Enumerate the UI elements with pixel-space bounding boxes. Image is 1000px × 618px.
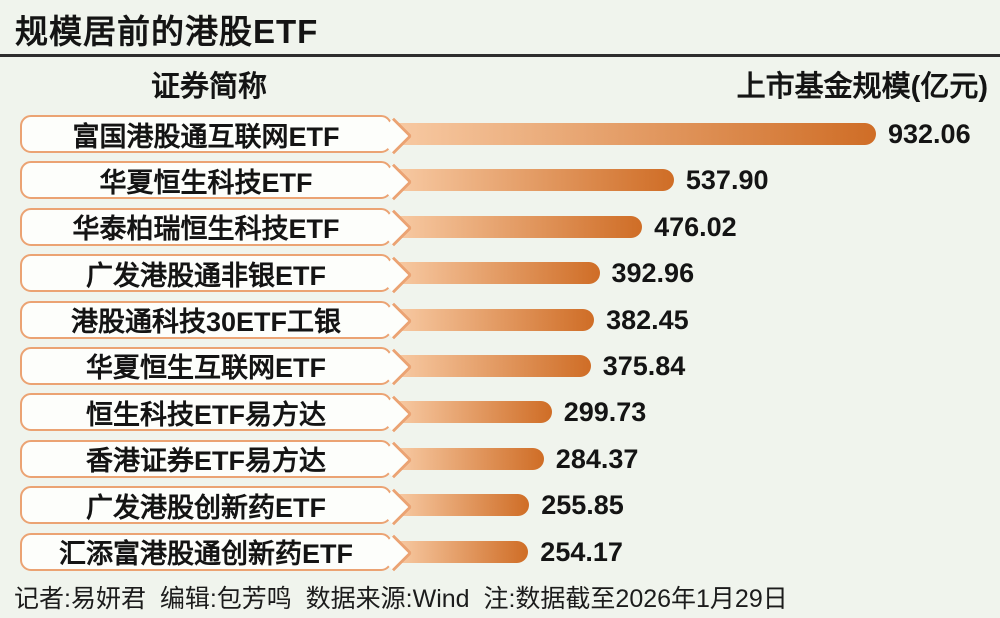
value-bar	[398, 262, 600, 285]
value-label: 537.90	[685, 165, 769, 196]
value-bar	[398, 215, 643, 238]
value-bar	[398, 308, 595, 331]
value-bar	[398, 123, 876, 145]
bar-chart: 富国港股通互联网ETF 932.06 华夏恒生科技ETF 537.90 华泰柏瑞恒生科技…	[0, 111, 1000, 575]
etf-name-box: 广发港股通非银ETF	[20, 254, 392, 293]
table-row: 华夏恒生科技ETF 537.90	[0, 157, 1000, 203]
table-row: 华夏恒生互联网ETF 375.84	[0, 343, 1000, 389]
etf-name-box: 广发港股创新药ETF	[20, 486, 392, 525]
etf-name-box: 香港证券ETF易方达	[20, 439, 392, 478]
value-label: 932.06	[888, 119, 971, 149]
value-label: 392.96	[611, 258, 695, 289]
value-label: 299.73	[563, 397, 647, 428]
value-bar	[398, 401, 552, 424]
table-row: 富国港股通互联网ETF 932.06	[0, 111, 1000, 157]
value-bar	[398, 354, 591, 377]
value-label: 284.37	[555, 443, 639, 474]
etf-name-box: 恒生科技ETF易方达	[20, 393, 392, 432]
column-header-name: 证券简称	[150, 71, 267, 103]
column-header-value: 上市基金规模(亿元)	[736, 71, 988, 103]
value-bar	[398, 540, 529, 563]
table-row: 汇添富港股通创新药ETF 254.17	[0, 529, 1000, 575]
etf-name-box: 华泰柏瑞恒生科技ETF	[20, 207, 392, 246]
etf-name-box: 富国港股通互联网ETF	[20, 115, 392, 153]
value-label: 382.45	[606, 304, 689, 335]
etf-name-box: 华夏恒生互联网ETF	[20, 346, 392, 385]
table-row: 恒生科技ETF易方达 299.73	[0, 389, 1000, 435]
value-bar	[398, 447, 544, 470]
etf-name-box: 港股通科技30ETF工银	[20, 300, 392, 339]
table-row: 广发港股通非银ETF 392.96	[0, 250, 1000, 296]
page-title: 规模居前的港股ETF	[15, 13, 319, 50]
value-bar	[398, 169, 674, 192]
value-bar	[398, 494, 530, 517]
footer-credits: 记者:易妍君 编辑:包芳鸣 数据来源:Wind 注:数据截至2026年1月29日	[14, 585, 788, 613]
value-label: 375.84	[602, 350, 686, 381]
etf-name-box: 汇添富港股通创新药ETF	[20, 532, 392, 571]
value-label: 476.02	[654, 211, 737, 242]
table-row: 港股通科技30ETF工银 382.45	[0, 297, 1000, 343]
table-row: 华泰柏瑞恒生科技ETF 476.02	[0, 204, 1000, 250]
etf-name-box: 华夏恒生科技ETF	[20, 161, 392, 200]
value-label: 255.85	[541, 490, 624, 521]
table-row: 广发港股创新药ETF 255.85	[0, 482, 1000, 528]
title-divider	[0, 54, 1000, 57]
table-row: 香港证券ETF易方达 284.37	[0, 436, 1000, 482]
value-label: 254.17	[540, 536, 623, 567]
